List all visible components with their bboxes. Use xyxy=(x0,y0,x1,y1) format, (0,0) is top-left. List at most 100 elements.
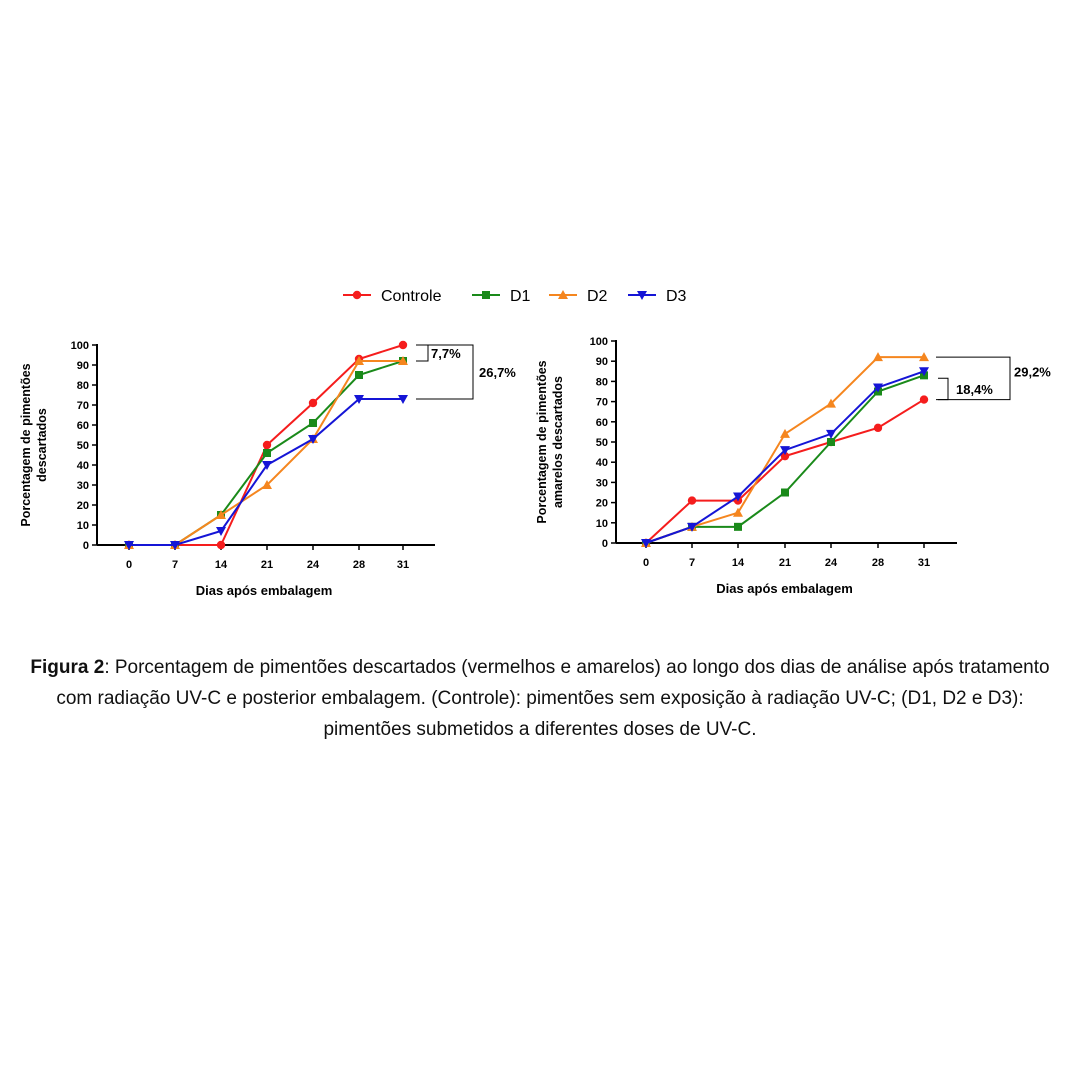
annotation-bracket-large xyxy=(936,356,1011,401)
y-tick-label: 0 xyxy=(83,540,89,552)
x-tick-label: 28 xyxy=(353,559,365,571)
annotation-bracket-large xyxy=(416,344,474,400)
data-point-d3 xyxy=(354,395,364,404)
data-point-controle xyxy=(216,540,226,550)
x-tick-label: 31 xyxy=(397,559,409,571)
y-tick-label: 0 xyxy=(602,538,608,550)
data-point-d2 xyxy=(354,356,364,365)
x-tick-label: 14 xyxy=(215,559,228,571)
data-point-d3 xyxy=(124,541,134,550)
data-point-d1 xyxy=(827,438,835,446)
data-point-d3 xyxy=(170,541,180,550)
data-point-d1 xyxy=(309,419,317,427)
x-tick-label: 28 xyxy=(872,557,884,569)
legend-marker-d2 xyxy=(558,290,568,299)
data-point-controle xyxy=(308,398,318,408)
x-tick-label: 21 xyxy=(779,557,791,569)
series-line-d3 xyxy=(129,398,403,546)
data-point-d2 xyxy=(216,510,226,519)
y-tick-label: 20 xyxy=(77,500,89,512)
y-tick-label: 90 xyxy=(77,360,89,372)
data-point-d3 xyxy=(308,435,318,444)
y-tick-label: 80 xyxy=(77,380,89,392)
y-tick-label: 80 xyxy=(596,376,608,388)
x-tick-label: 24 xyxy=(825,557,838,569)
data-point-d2 xyxy=(398,356,408,365)
chart-yellow-peppers: 0 10 20 30 40 50 60 70 80 90 100 0 7 14 21 24 28 31 Dias a… xyxy=(535,336,1051,596)
x-tick-label: 14 xyxy=(732,557,745,569)
data-point-d3 xyxy=(919,367,929,377)
legend-marker-controle xyxy=(352,290,362,300)
y-tick-label: 10 xyxy=(77,520,89,532)
y-tick-label: 50 xyxy=(77,440,89,452)
annotation-label: 7,7% xyxy=(431,346,461,361)
y-tick-label: 70 xyxy=(77,400,89,412)
y-tick-label: 40 xyxy=(596,457,608,469)
x-tick-label: 7 xyxy=(172,559,178,571)
data-point-d3 xyxy=(780,446,790,456)
y-tick-label: 100 xyxy=(71,340,89,352)
data-point-d3 xyxy=(216,527,226,536)
legend: Controle D1 D2 D3 xyxy=(343,288,687,305)
series-line-controle xyxy=(645,398,925,544)
y-tick-label: 50 xyxy=(596,437,608,449)
x-tick-label: 0 xyxy=(126,559,132,571)
data-point-d1 xyxy=(263,449,271,457)
data-point-d3 xyxy=(826,429,836,439)
data-point-d1 xyxy=(781,488,789,497)
data-point-d3 xyxy=(262,461,272,470)
legend-marker-d1 xyxy=(482,291,490,299)
annotation-bracket-small xyxy=(938,377,949,401)
data-point-d3 xyxy=(687,522,697,532)
x-tick-label: 31 xyxy=(918,557,930,569)
data-point-controle xyxy=(687,496,697,505)
legend-label-d3: D3 xyxy=(666,288,687,305)
y-tick-label: 60 xyxy=(77,420,89,432)
annotation-label: 26,7% xyxy=(479,365,516,380)
x-axis-title: Dias após embalagem xyxy=(196,583,333,598)
data-point-controle xyxy=(398,340,408,350)
data-point-controle xyxy=(919,395,929,404)
y-tick-label: 40 xyxy=(77,460,89,472)
annotation-bracket-small xyxy=(416,344,429,362)
data-point-controle xyxy=(262,440,272,450)
data-point-d2 xyxy=(733,507,743,517)
legend-label-controle: Controle xyxy=(381,288,442,305)
legend-marker-d3 xyxy=(637,291,647,300)
legend-label-d2: D2 xyxy=(587,288,608,305)
y-axis-title-line: Porcentagem de pimentões xyxy=(535,360,549,523)
data-point-d1 xyxy=(355,371,363,379)
y-tick-label: 20 xyxy=(596,498,608,510)
y-tick-label: 10 xyxy=(596,518,608,530)
data-point-d2 xyxy=(873,352,883,362)
y-tick-label: 70 xyxy=(596,397,608,409)
x-tick-label: 7 xyxy=(689,557,695,569)
y-tick-label: 30 xyxy=(596,477,608,489)
data-point-d2 xyxy=(780,428,790,438)
y-axis-title-line: descartados xyxy=(35,408,49,482)
caption-label: Figura 2 xyxy=(30,657,105,678)
data-point-controle xyxy=(873,423,883,433)
y-tick-label: 60 xyxy=(596,417,608,429)
data-point-d2 xyxy=(919,352,929,362)
y-tick-label: 90 xyxy=(596,356,608,368)
annotation-label: 18,4% xyxy=(956,382,993,397)
data-point-controle xyxy=(780,451,790,461)
data-point-d3 xyxy=(733,492,743,502)
legend-label-d1: D1 xyxy=(510,288,531,305)
data-point-d2 xyxy=(262,480,272,489)
y-tick-label: 30 xyxy=(77,480,89,492)
figure-caption: Figura 2: Porcentagem de pimentões desca… xyxy=(20,652,1060,745)
annotation-label: 29,2% xyxy=(1014,364,1051,379)
x-tick-label: 21 xyxy=(261,559,273,571)
x-axis-title: Dias após embalagem xyxy=(716,581,853,596)
y-axis-title-line: Porcentagem de pimentões xyxy=(19,363,33,526)
y-axis-title-line: amarelos descartados xyxy=(551,376,565,508)
x-tick-label: 24 xyxy=(307,559,320,571)
data-point-d3 xyxy=(873,383,883,393)
caption-text: : Porcentagem de pimentões descartados (… xyxy=(56,657,1050,740)
y-tick-label: 100 xyxy=(590,336,608,348)
data-point-d3 xyxy=(641,539,651,548)
data-point-d2 xyxy=(826,398,836,408)
